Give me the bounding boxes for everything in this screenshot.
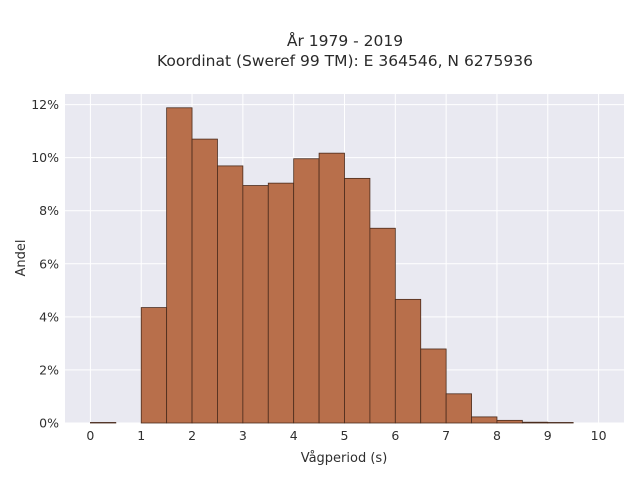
y-tick-label-4: 8% xyxy=(39,203,59,218)
x-tick-label-4: 4 xyxy=(290,428,298,443)
histogram-bar-16 xyxy=(521,421,549,424)
histogram-bar-10 xyxy=(369,227,396,424)
histogram-bar-2 xyxy=(166,107,193,424)
x-axis-ticks: 0 1 2 3 4 5 6 7 8 9 10 xyxy=(86,428,606,443)
histogram-bar-13 xyxy=(445,393,472,424)
y-axis-label: Andel xyxy=(14,240,29,277)
x-tick-label-3: 3 xyxy=(239,428,247,443)
histogram-bar-8 xyxy=(318,152,345,424)
y-tick-label-5: 10% xyxy=(31,150,59,165)
histogram-bar-15 xyxy=(496,419,523,424)
y-tick-label-6: 12% xyxy=(31,97,59,112)
x-tick-label-9: 9 xyxy=(544,428,552,443)
x-tick-label-6: 6 xyxy=(391,428,399,443)
y-tick-label-0: 0% xyxy=(39,416,59,431)
x-axis-label: Vågperiod (s) xyxy=(301,451,388,466)
histogram-bar-9 xyxy=(344,177,371,424)
histogram-bar-14 xyxy=(471,416,498,424)
x-tick-label-1: 1 xyxy=(137,428,145,443)
histogram-bar-0 xyxy=(90,422,117,424)
histogram-bar-4 xyxy=(217,165,244,424)
y-tick-label-2: 4% xyxy=(39,309,59,324)
histogram-bar-6 xyxy=(267,182,295,424)
histogram-bar-11 xyxy=(394,298,422,424)
histogram-bar-3 xyxy=(191,138,218,424)
y-tick-label-1: 2% xyxy=(39,362,59,377)
chart-title: År 1979 - 2019 xyxy=(287,31,403,50)
chart-subtitle: Koordinat (Sweref 99 TM): E 364546, N 62… xyxy=(157,52,533,70)
x-tick-label-0: 0 xyxy=(86,428,94,443)
x-tick-label-10: 10 xyxy=(591,428,607,443)
x-tick-label-8: 8 xyxy=(493,428,501,443)
histogram-bars xyxy=(90,107,574,424)
histogram-bar-7 xyxy=(293,158,320,424)
histogram-bar-12 xyxy=(420,348,447,424)
y-axis-ticks: 0% 2% 4% 6% 8% 10% 12% xyxy=(31,97,59,430)
x-tick-label-7: 7 xyxy=(442,428,450,443)
histogram-bar-5 xyxy=(242,185,269,424)
x-tick-label-2: 2 xyxy=(188,428,196,443)
x-tick-label-5: 5 xyxy=(341,428,349,443)
histogram-bar-1 xyxy=(140,307,168,424)
histogram-bar-17 xyxy=(547,422,574,424)
y-tick-label-3: 6% xyxy=(39,256,59,271)
